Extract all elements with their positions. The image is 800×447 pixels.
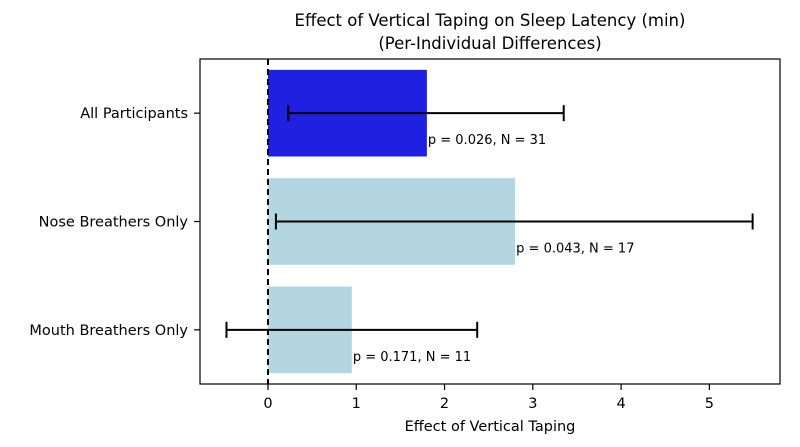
x-tick-label-4: 4 — [616, 396, 625, 412]
annotation-2: p = 0.171, N = 11 — [353, 350, 471, 365]
x-axis-label: Effect of Vertical Taping — [405, 419, 576, 435]
chart-title: Effect of Vertical Taping on Sleep Laten… — [295, 11, 686, 30]
y-tick-label-1: Nose Breathers Only — [39, 215, 189, 231]
annotation-1: p = 0.043, N = 17 — [516, 242, 634, 257]
chart-subtitle: (Per-Individual Differences) — [378, 34, 601, 53]
x-tick-label-5: 5 — [705, 396, 714, 412]
x-tick-label-0: 0 — [263, 396, 272, 412]
x-tick-label-3: 3 — [528, 396, 537, 412]
plot-area: p = 0.026, N = 31 p = 0.043, N = 17 p = 0.… — [225, 59, 754, 384]
annotation-0: p = 0.026, N = 31 — [428, 133, 546, 148]
y-tick-label-0: All Participants — [80, 106, 188, 122]
y-tick-label-2: Mouth Breathers Only — [29, 323, 188, 339]
x-tick-label-2: 2 — [440, 396, 449, 412]
x-tick-label-1: 1 — [352, 396, 361, 412]
